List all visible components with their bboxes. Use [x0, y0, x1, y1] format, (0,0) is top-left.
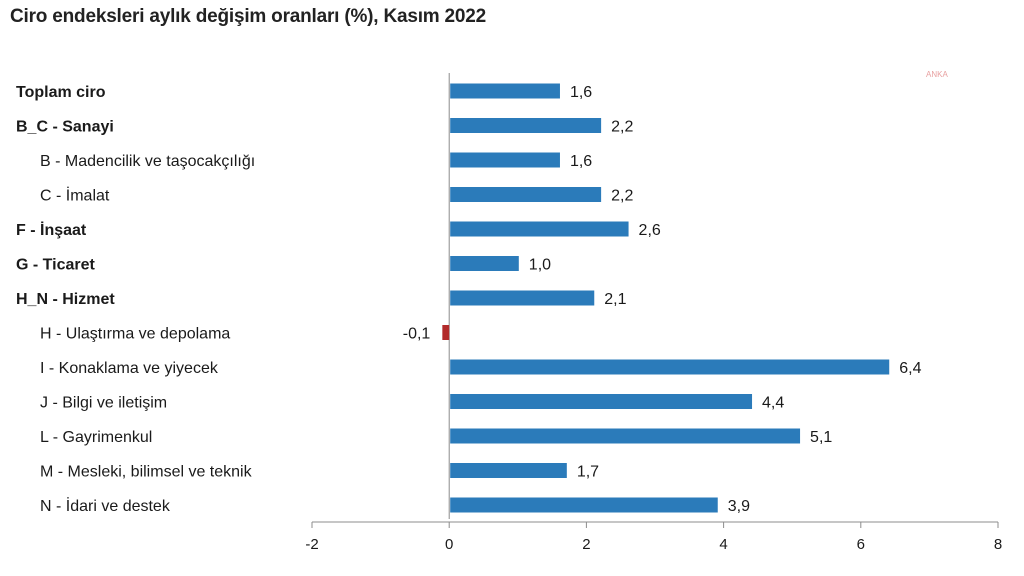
- category-label: Toplam ciro: [16, 84, 106, 101]
- category-label: M - Mesleki, bilimsel ve teknik: [40, 464, 253, 481]
- category-label: G - Ticaret: [16, 257, 96, 274]
- x-tick-label: 0: [445, 536, 453, 553]
- value-label: 1,6: [570, 84, 592, 101]
- bar: [450, 118, 602, 133]
- category-label: I - Konaklama ve yiyecek: [40, 360, 219, 377]
- category-label: C - İmalat: [40, 186, 110, 205]
- category-label: H - Ulaştırma ve depolama: [40, 326, 230, 343]
- bar: [450, 256, 519, 271]
- value-label: 6,4: [899, 360, 921, 377]
- value-label: 1,6: [570, 153, 592, 170]
- value-label: 2,1: [604, 291, 626, 308]
- bar: [450, 187, 602, 202]
- category-label: L - Gayrimenkul: [40, 429, 152, 446]
- bar: [450, 497, 718, 513]
- x-tick-label: -2: [305, 536, 318, 553]
- value-label: 2,6: [639, 222, 661, 239]
- x-tick-label: 6: [857, 536, 865, 553]
- x-tick-label: 2: [582, 536, 590, 553]
- x-tick-label: 8: [994, 536, 1002, 553]
- value-label: 1,0: [529, 257, 551, 274]
- bar: [450, 290, 595, 306]
- value-label: 4,4: [762, 395, 784, 412]
- bar: [450, 83, 560, 99]
- bar: [450, 221, 629, 237]
- bar: [450, 359, 890, 375]
- category-label: J - Bilgi ve iletişim: [40, 395, 167, 412]
- value-label: 2,2: [611, 188, 633, 205]
- category-label: F - İnşaat: [16, 221, 87, 239]
- category-label: H_N - Hizmet: [16, 291, 115, 308]
- bar: [442, 325, 450, 340]
- value-label: 1,7: [577, 464, 599, 481]
- watermark-logo: ANKA: [926, 70, 948, 79]
- value-label: 5,1: [810, 429, 832, 446]
- value-label: 2,2: [611, 119, 633, 136]
- category-label: B - Madencilik ve taşocakçılığı: [40, 153, 255, 170]
- value-label: 3,9: [728, 498, 750, 515]
- bar: [450, 394, 753, 409]
- value-label: -0,1: [403, 326, 431, 343]
- x-tick-label: 4: [719, 536, 727, 553]
- bar: [450, 463, 567, 478]
- bar: [450, 428, 801, 444]
- category-label: N - İdari ve destek: [40, 496, 171, 515]
- chart-title: Ciro endeksleri aylık değişim oranları (…: [10, 6, 487, 27]
- bar: [450, 152, 560, 168]
- category-label: B_C - Sanayi: [16, 119, 114, 136]
